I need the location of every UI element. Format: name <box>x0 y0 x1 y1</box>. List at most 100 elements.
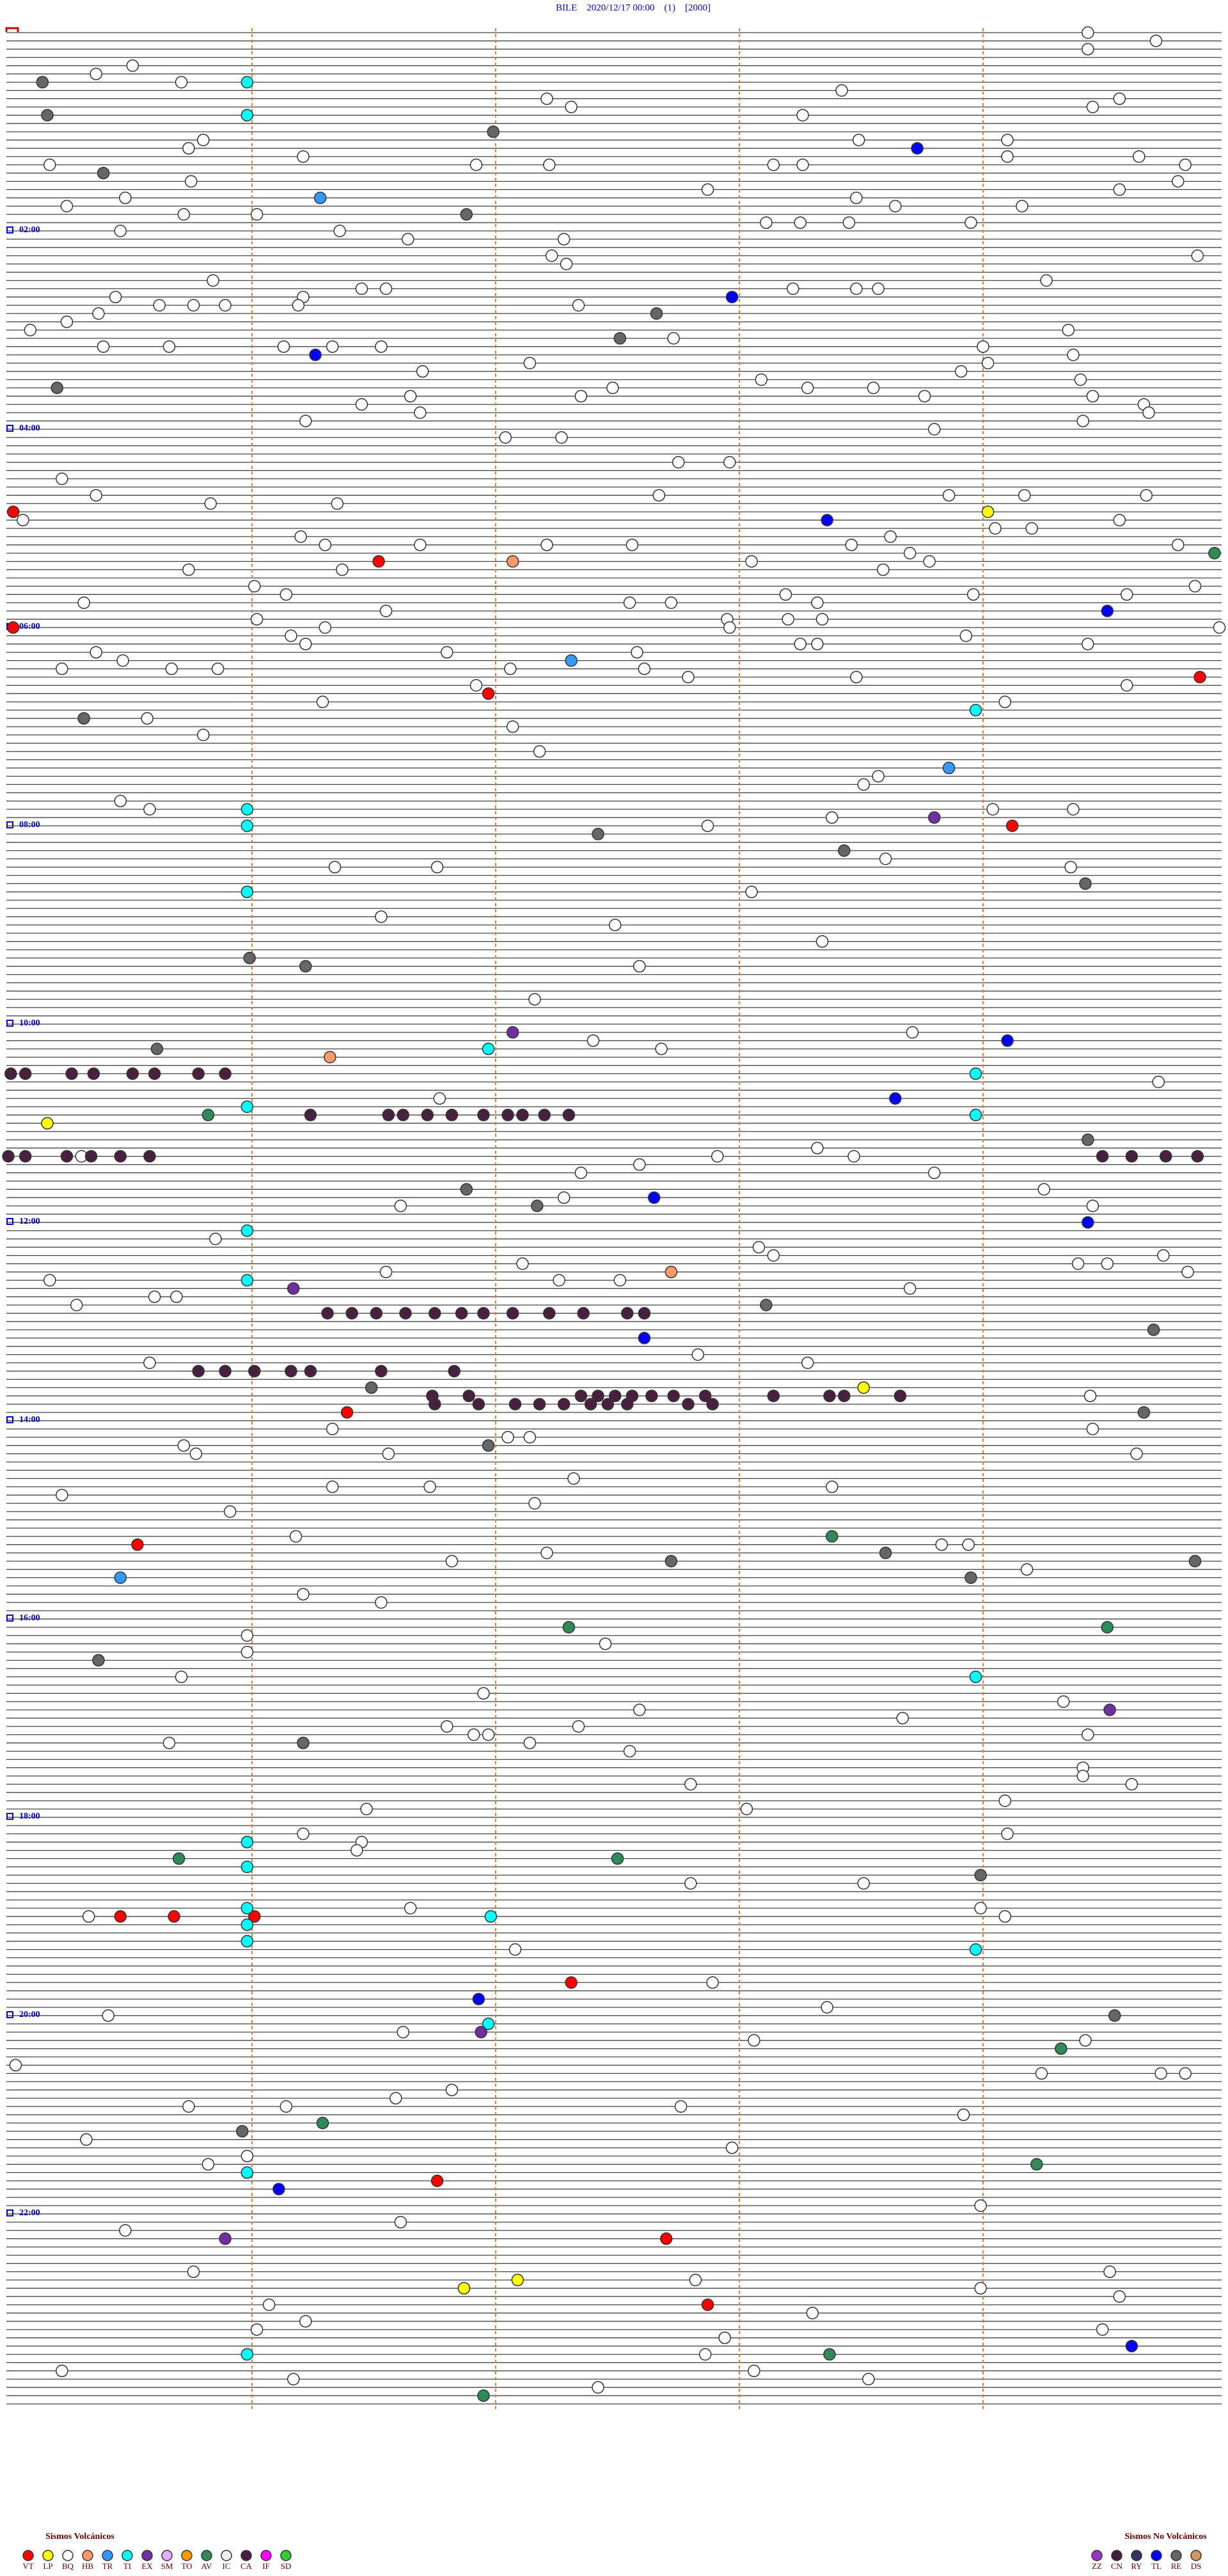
event-marker <box>482 1042 495 1055</box>
event-marker <box>240 109 254 122</box>
event-marker <box>175 1670 188 1684</box>
event-marker <box>574 1166 588 1180</box>
event-marker <box>545 249 558 262</box>
event-marker <box>896 1712 909 1725</box>
event-marker <box>586 1034 600 1047</box>
hour-label: 10:00 <box>19 1018 40 1028</box>
event-marker <box>516 1257 529 1270</box>
event-marker <box>482 2018 495 2030</box>
event-marker <box>1071 1257 1085 1270</box>
event-marker <box>967 588 980 601</box>
event-marker <box>857 778 870 791</box>
event-marker <box>240 885 254 899</box>
event-marker <box>1076 415 1089 427</box>
event-marker <box>399 1307 412 1320</box>
event-marker <box>70 1299 83 1311</box>
event-marker <box>538 1109 551 1121</box>
event-marker <box>796 109 809 122</box>
event-marker <box>574 1389 588 1402</box>
event-marker <box>501 1431 514 1444</box>
event-marker <box>1020 1563 1034 1576</box>
event-marker <box>1137 1406 1151 1419</box>
event-marker <box>889 1092 902 1105</box>
event-marker <box>97 340 110 353</box>
event-marker <box>767 1249 780 1262</box>
event-marker <box>402 233 414 246</box>
event-marker <box>324 1050 336 1064</box>
event-marker <box>394 2216 407 2229</box>
event-marker <box>201 2158 215 2171</box>
event-marker <box>41 109 54 122</box>
event-marker <box>345 1307 358 1320</box>
event-marker <box>964 216 977 229</box>
legend-swatch <box>1151 2550 1162 2561</box>
event-marker <box>543 158 556 171</box>
event-marker <box>1082 1216 1094 1229</box>
event-marker <box>482 687 495 700</box>
event-marker <box>998 1794 1012 1807</box>
event-marker <box>1121 588 1133 601</box>
event-marker <box>482 1439 495 1452</box>
event-marker <box>379 1265 393 1279</box>
event-marker <box>959 629 973 642</box>
legend-swatch <box>280 2550 292 2561</box>
event-marker <box>240 75 254 89</box>
event-marker <box>60 1150 74 1163</box>
event-marker <box>240 2149 254 2163</box>
legend-label: SD <box>281 2561 292 2571</box>
event-marker <box>608 919 622 931</box>
event-marker <box>794 216 807 229</box>
event-marker <box>355 398 368 411</box>
event-marker <box>60 315 74 328</box>
event-marker <box>313 191 327 205</box>
legend-label: RE <box>1171 2561 1182 2571</box>
event-marker <box>457 2282 471 2295</box>
event-marker <box>1001 1828 1014 1840</box>
event-marker <box>633 960 646 973</box>
legend-swatch <box>62 2550 74 2561</box>
traces <box>6 32 1222 2405</box>
event-marker <box>1040 274 1053 287</box>
event-marker <box>1188 580 1202 593</box>
event-marker <box>748 2034 760 2047</box>
event-marker <box>528 993 541 1006</box>
event-marker <box>823 2348 836 2361</box>
event-marker <box>1133 150 1145 163</box>
event-marker <box>647 1191 661 1204</box>
event-marker <box>745 555 758 568</box>
event-marker <box>309 348 322 361</box>
event-marker <box>92 307 105 320</box>
event-marker <box>796 158 809 171</box>
hour-tick <box>6 1812 13 1820</box>
event-marker <box>506 1026 519 1039</box>
event-marker <box>850 191 863 205</box>
legend-swatch <box>42 2550 54 2561</box>
event-marker <box>1025 522 1038 535</box>
hour-tick <box>6 2209 13 2216</box>
event-marker <box>911 142 924 155</box>
event-marker <box>665 1554 678 1568</box>
event-marker <box>19 1067 32 1080</box>
event-marker <box>484 1910 498 1923</box>
event-marker <box>423 1480 436 1494</box>
event-marker <box>723 621 736 634</box>
event-marker <box>1086 100 1099 113</box>
event-marker <box>918 390 931 403</box>
event-marker <box>665 596 678 609</box>
event-marker <box>141 712 154 725</box>
legend-swatch <box>1111 2550 1122 2561</box>
event-marker <box>1147 1324 1160 1336</box>
event-marker <box>445 1554 459 1568</box>
event-marker <box>375 1364 388 1378</box>
event-marker <box>748 2364 760 2378</box>
event-marker <box>90 67 102 81</box>
event-marker <box>942 761 956 775</box>
event-marker <box>823 1389 836 1402</box>
hour-label: 18:00 <box>19 1812 40 1821</box>
event-marker <box>572 1720 585 1733</box>
event-marker <box>701 2298 714 2311</box>
event-marker <box>592 2381 604 2394</box>
event-marker <box>119 2224 132 2237</box>
event-marker <box>806 2307 819 2319</box>
event-marker <box>565 654 578 667</box>
